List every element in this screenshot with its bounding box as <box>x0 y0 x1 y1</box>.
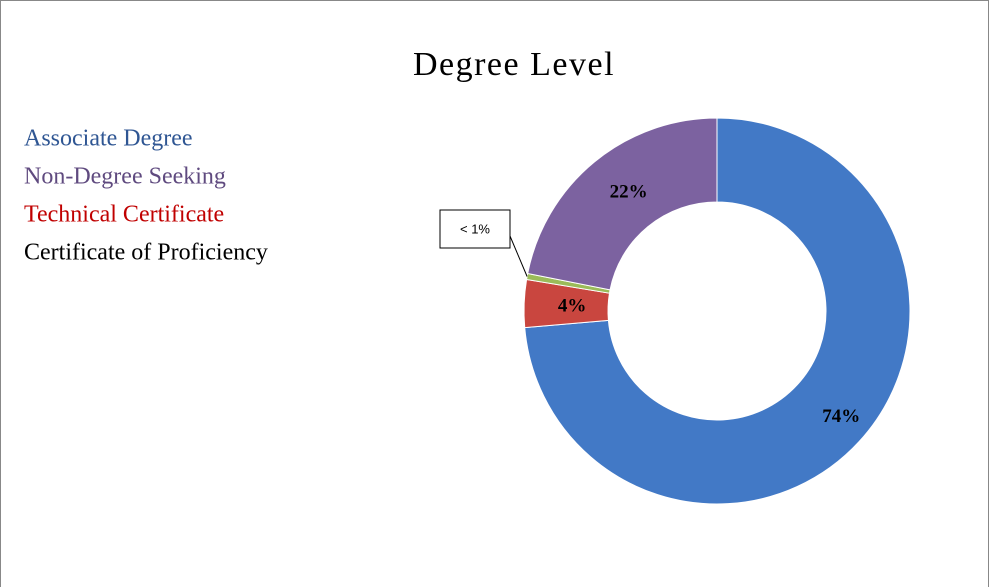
donut-slice <box>524 117 911 505</box>
label-box <box>439 209 511 249</box>
legend-entry: Technical Certificate <box>24 202 224 228</box>
data-label: < 1% <box>460 221 490 236</box>
legend-entry: Certificate of Proficiency <box>24 240 268 266</box>
chart-title: Degree Level <box>413 46 615 83</box>
data-label: 4% <box>558 295 587 316</box>
donut-slice <box>527 117 718 291</box>
data-label: 74% <box>822 406 860 427</box>
legend-entry: Non-Degree Seeking <box>24 164 226 190</box>
data-label: 22% <box>610 182 648 203</box>
leader-line <box>509 235 528 277</box>
legend-entry: Associate Degree <box>24 126 193 152</box>
